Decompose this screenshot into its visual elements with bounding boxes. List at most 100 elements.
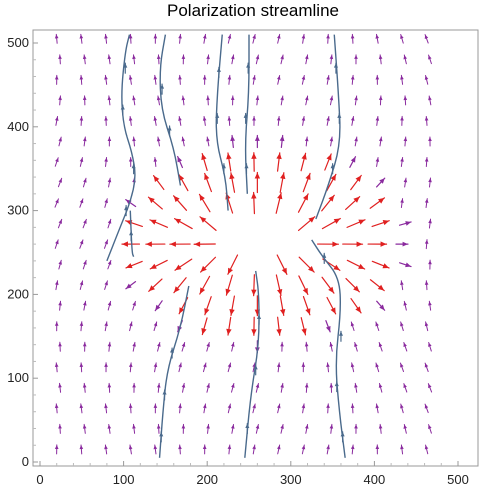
streamline-arrow xyxy=(167,125,172,137)
field-arrow xyxy=(329,423,334,434)
field-arrow xyxy=(58,300,62,311)
field-arrow xyxy=(128,362,133,373)
field-arrow xyxy=(225,274,233,296)
streamline xyxy=(315,34,341,220)
field-arrow xyxy=(82,177,87,188)
field-arrow xyxy=(199,216,217,231)
field-arrow xyxy=(301,362,306,373)
streamline-arrow xyxy=(244,163,249,175)
field-arrow xyxy=(280,54,284,65)
field-arrow xyxy=(276,115,281,126)
field-arrow xyxy=(104,115,108,126)
field-arrow xyxy=(252,115,256,126)
field-arrow xyxy=(350,362,355,373)
field-arrow xyxy=(104,362,108,373)
field-arrow xyxy=(128,115,133,126)
field-arrow xyxy=(276,316,282,336)
streamline-arrow xyxy=(337,112,342,125)
field-arrow xyxy=(427,383,433,393)
field-arrow xyxy=(424,239,429,250)
field-arrow xyxy=(326,296,337,315)
field-arrow xyxy=(297,216,316,232)
field-arrow xyxy=(329,136,334,147)
field-arrow xyxy=(178,116,182,126)
streamline xyxy=(159,34,182,186)
field-arrow xyxy=(400,280,404,291)
streamline-arrow xyxy=(160,83,165,95)
field-arrow xyxy=(79,115,84,126)
streamline-arrow xyxy=(131,163,136,175)
field-arrow xyxy=(173,218,193,230)
field-arrow xyxy=(375,403,380,414)
field-arrow xyxy=(400,198,404,209)
field-arrow xyxy=(251,316,257,336)
field-arrow xyxy=(326,444,330,455)
field-arrow xyxy=(350,174,362,191)
field-arrow xyxy=(153,362,158,373)
field-arrow xyxy=(82,95,87,106)
field-arrow xyxy=(230,423,235,434)
field-arrow xyxy=(206,341,210,352)
field-arrow xyxy=(301,403,306,414)
field-arrow xyxy=(251,152,257,172)
field-arrow xyxy=(329,95,334,106)
field-arrow xyxy=(147,196,163,210)
x-tick-label: 200 xyxy=(196,472,218,487)
field-arrow xyxy=(129,321,133,332)
field-arrow xyxy=(79,444,84,455)
field-arrow xyxy=(329,341,334,352)
field-arrow xyxy=(350,74,355,85)
field-arrow xyxy=(193,241,216,247)
field-arrow xyxy=(403,136,408,147)
field-arrow xyxy=(206,54,210,65)
field-arrow xyxy=(255,382,260,393)
field-arrow xyxy=(174,258,193,271)
field-arrow xyxy=(79,362,84,373)
field-arrow xyxy=(369,197,386,209)
field-arrow xyxy=(302,172,311,193)
streamline-arrow xyxy=(129,230,134,242)
field-arrow xyxy=(121,241,141,247)
field-arrow xyxy=(297,193,309,213)
field-arrow xyxy=(58,423,62,434)
field-arrow xyxy=(301,444,306,455)
field-arrow xyxy=(403,177,408,188)
field-arrow xyxy=(350,116,355,126)
field-arrow xyxy=(125,260,143,269)
field-arrow xyxy=(145,241,166,247)
field-arrow xyxy=(276,74,281,85)
field-arrow xyxy=(280,382,284,393)
field-arrow xyxy=(54,198,59,208)
field-arrow xyxy=(227,254,239,275)
field-arrow xyxy=(350,33,355,44)
field-arrow xyxy=(403,300,408,311)
streamline-arrow xyxy=(215,112,220,125)
field-arrow xyxy=(400,115,404,126)
field-arrow xyxy=(132,54,136,65)
field-arrow xyxy=(107,95,112,106)
field-arrow xyxy=(376,300,386,311)
field-arrow xyxy=(375,444,380,455)
field-arrow xyxy=(104,321,108,332)
field-arrow xyxy=(79,74,84,85)
field-arrow xyxy=(326,173,337,192)
field-arrow xyxy=(369,279,385,292)
field-arrow xyxy=(375,321,380,332)
field-arrow xyxy=(304,95,309,106)
field-arrow xyxy=(153,403,158,414)
vector-field xyxy=(54,33,433,455)
field-arrow xyxy=(252,74,256,85)
field-arrow xyxy=(128,444,133,455)
field-arrow xyxy=(403,342,408,352)
field-arrow xyxy=(280,341,284,352)
field-arrow xyxy=(252,33,256,44)
field-arrow xyxy=(177,155,184,169)
field-arrow xyxy=(375,74,380,85)
field-arrow xyxy=(321,217,341,230)
field-arrow xyxy=(403,424,408,434)
field-arrow xyxy=(206,382,210,393)
field-arrow xyxy=(378,342,383,352)
field-arrow xyxy=(226,316,232,336)
streamline-arrow xyxy=(162,389,167,401)
field-arrow xyxy=(227,74,232,85)
